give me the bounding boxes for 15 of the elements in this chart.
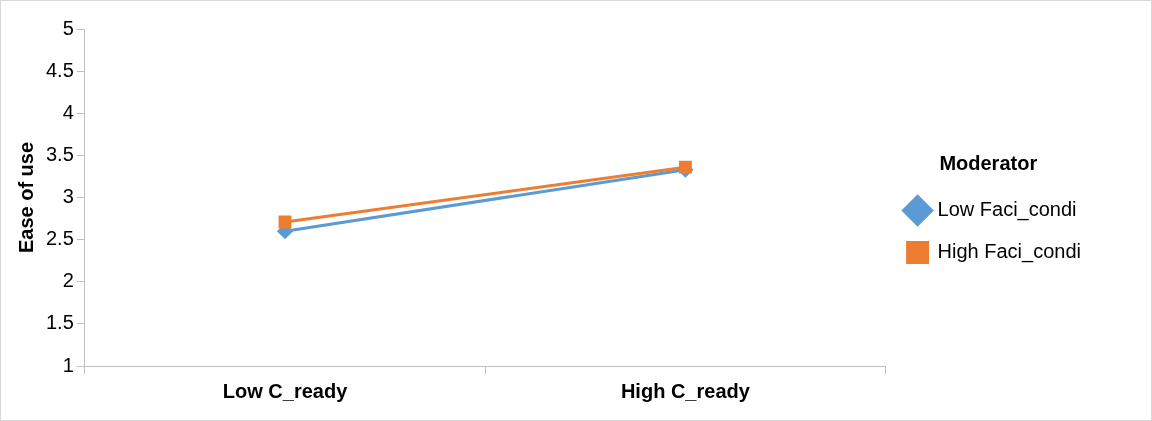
y-tick-label: 1 — [62, 353, 74, 376]
y-axis-title: Ease of use — [14, 141, 37, 254]
x-tick-label: High C_ready — [620, 379, 751, 402]
y-tick-label: 2.5 — [45, 227, 74, 250]
legend-label: Low Faci_condi — [937, 198, 1077, 222]
y-tick-label: 1.5 — [45, 311, 74, 334]
y-tick-label: 2 — [62, 269, 74, 292]
legend-title: Moderator — [939, 152, 1038, 175]
y-tick-label: 5 — [62, 16, 74, 39]
legend-label: High Faci_condi — [937, 240, 1082, 264]
y-tick-label: 4 — [62, 100, 74, 123]
y-tick-label: 4.5 — [45, 58, 74, 81]
y-tick-label: 3.5 — [45, 142, 74, 165]
x-tick-label: Low C_ready — [222, 379, 349, 402]
y-tick-label: 3 — [62, 185, 74, 208]
